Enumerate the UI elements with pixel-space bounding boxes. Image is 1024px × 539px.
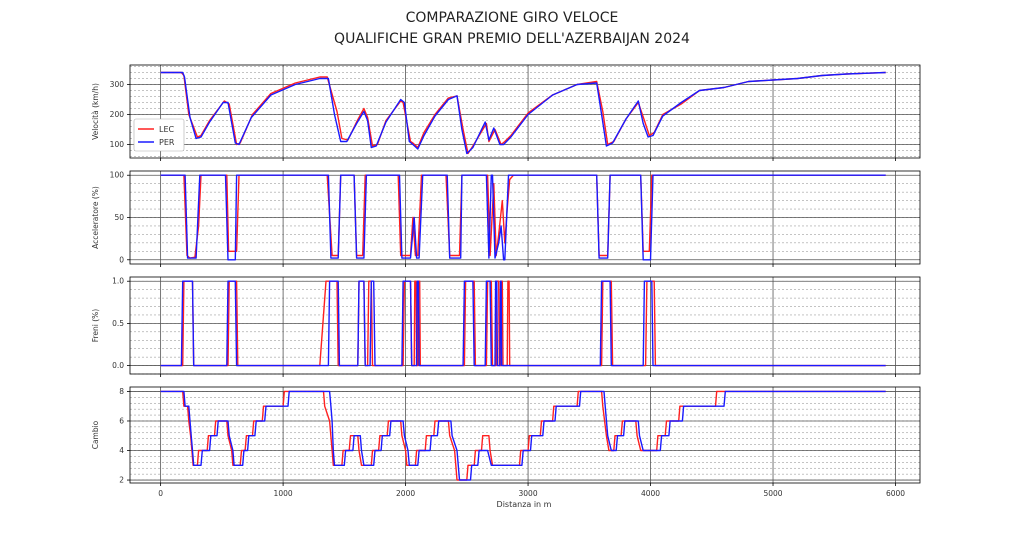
x-tick-label: 2000 xyxy=(396,489,415,498)
legend-label-lec: LEC xyxy=(159,125,175,134)
subplot-speed: 100 200 300 Velocità (km/h) LEC PER xyxy=(91,64,921,161)
y-tick-label: 100 xyxy=(110,171,125,180)
x-tick-label: 4000 xyxy=(641,489,660,498)
y-tick-label: 6 xyxy=(119,416,124,425)
y-tick-label: 8 xyxy=(119,387,124,396)
x-tick-label: 1000 xyxy=(274,489,293,498)
y-tick-label: 300 xyxy=(110,80,125,89)
series-line-lec xyxy=(160,390,886,481)
x-tick-label: 0 xyxy=(158,489,163,498)
x-tick-label: 6000 xyxy=(886,489,905,498)
y-tick-label: 1.0 xyxy=(112,277,124,286)
series-line-per xyxy=(160,280,886,367)
series-line-lec xyxy=(160,174,886,259)
legend-box xyxy=(133,118,185,152)
y-tick-label: 200 xyxy=(110,110,125,119)
x-tick-label: 3000 xyxy=(519,489,538,498)
figure-title-line1: COMPARAZIONE GIRO VELOCE xyxy=(406,10,619,26)
y-tick-label: 50 xyxy=(114,213,124,222)
y-axis-label-gear: Cambio xyxy=(91,420,100,449)
y-tick-label: 2 xyxy=(119,476,124,485)
y-axis-label-speed: Velocità (km/h) xyxy=(91,83,100,140)
y-tick-label: 4 xyxy=(119,446,124,455)
subplot-gear: 2 4 6 8 Cambio xyxy=(91,386,921,486)
series-line-per xyxy=(160,174,886,261)
y-axis-label-throttle: Acceleratore (%) xyxy=(91,186,100,249)
series-line-per xyxy=(160,390,886,481)
x-tick-label: 5000 xyxy=(763,489,782,498)
y-tick-label: 0.0 xyxy=(112,361,124,370)
legend-label-per: PER xyxy=(159,138,175,147)
series-line-per xyxy=(160,71,886,155)
plot-frame xyxy=(129,386,921,484)
plot-frame xyxy=(129,64,921,159)
subplots-group: 100 200 300 Velocità (km/h) LEC PER 0 50 100 Acce… xyxy=(91,64,921,498)
subplot-throttle: 0 50 100 Acceleratore (%) xyxy=(91,170,921,267)
y-tick-label: 100 xyxy=(110,140,125,149)
legend: LEC PER xyxy=(133,118,185,152)
y-axis-label-brake: Freni (%) xyxy=(91,309,100,343)
subplot-brake: 0.0 0.5 1.0 Freni (%) xyxy=(91,276,921,377)
figure-title-line2: QUALIFICHE GRAN PREMIO DELL'AZERBAIJAN 2… xyxy=(334,31,690,47)
y-tick-label: 0 xyxy=(119,255,124,264)
plot-frame xyxy=(129,276,921,375)
y-tick-label: 0.5 xyxy=(112,319,124,328)
x-axis-label: Distanza in m xyxy=(497,500,552,509)
